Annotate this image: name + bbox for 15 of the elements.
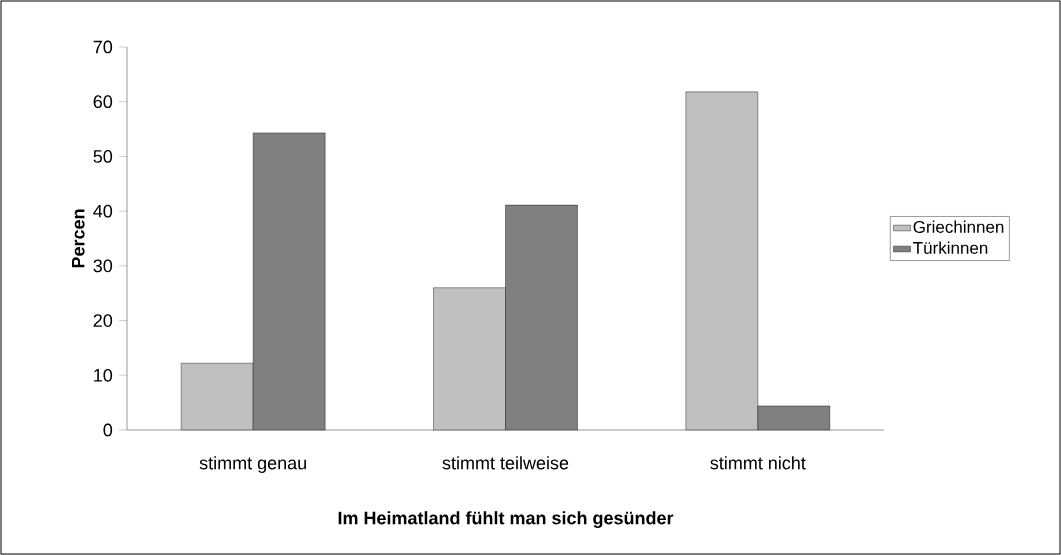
y-tick-label: 30 — [93, 259, 113, 273]
x-axis-title: Im Heimatland fühlt man sich gesünder — [338, 511, 674, 529]
y-tick-label: 50 — [93, 150, 113, 163]
y-tick-label: 10 — [94, 368, 113, 382]
y-tick-label: 60 — [93, 95, 113, 109]
x-tick-label: stimmt genau — [199, 456, 306, 473]
x-tick-label: stimmt nicht — [710, 456, 806, 470]
y-tick-label: 70 — [93, 40, 113, 54]
x-tick-label: stimmt teilweise — [442, 456, 569, 470]
y-axis-title: Percen — [72, 209, 85, 268]
legend-label: Türkinnen — [913, 241, 988, 254]
y-tick-label: 20 — [93, 314, 113, 327]
legend-label: Griechinnen — [913, 220, 1004, 233]
y-tick-label: 0 — [103, 423, 113, 437]
y-tick-label: 40 — [93, 204, 113, 218]
